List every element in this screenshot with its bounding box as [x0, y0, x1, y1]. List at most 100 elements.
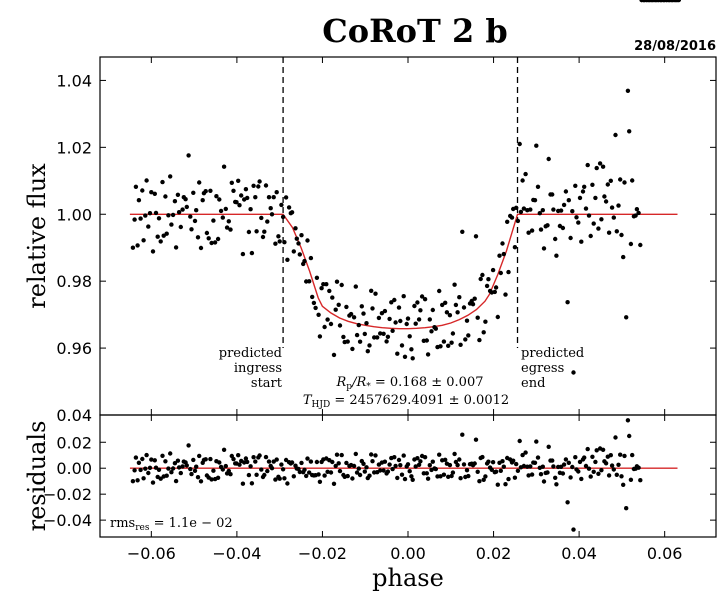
flux-point [183, 197, 188, 202]
flux-point [334, 279, 340, 284]
flux-point [327, 288, 332, 294]
flux-point [384, 339, 389, 344]
residual-point [563, 457, 569, 462]
residual-point [246, 472, 252, 478]
flux-point [130, 245, 136, 250]
flux-point [461, 305, 467, 310]
residual-point [579, 476, 584, 482]
flux-point [586, 213, 592, 218]
flux-point [163, 194, 168, 199]
flux-point [221, 164, 227, 169]
flux-point [322, 324, 327, 330]
residual-point [570, 464, 575, 470]
main-y-tick-label: 0.96 [56, 339, 92, 358]
residual-point [282, 476, 287, 481]
rp-sub: p [346, 382, 352, 392]
residual-point [351, 463, 357, 469]
flux-point [282, 240, 287, 245]
flux-point [486, 277, 491, 282]
residual-point [168, 451, 173, 456]
flux-point [387, 316, 392, 322]
residual-point [546, 444, 551, 449]
residual-point [156, 467, 162, 472]
residual-point [245, 459, 250, 465]
residual-point [395, 475, 400, 481]
flux-point [194, 208, 199, 213]
flux-point [344, 304, 349, 310]
flux-point [262, 229, 267, 234]
residual-point [280, 467, 286, 472]
flux-point [472, 296, 477, 301]
flux-point [603, 199, 609, 204]
residual-point [545, 470, 550, 475]
flux-point [590, 182, 595, 187]
flux-point [373, 291, 378, 296]
residual-point [248, 464, 253, 469]
flux-point [402, 354, 408, 359]
flux-point [188, 214, 193, 219]
flux-point [180, 207, 185, 212]
flux-point [175, 192, 181, 197]
residual-point [560, 471, 566, 476]
flux-point [206, 236, 211, 241]
flux-point [430, 307, 435, 313]
residual-point [164, 473, 169, 478]
flux-point [200, 198, 205, 203]
residual-point [538, 472, 544, 477]
flux-point [209, 240, 214, 246]
residual-point [160, 453, 165, 458]
residual-point [176, 465, 182, 470]
residual-point [362, 469, 367, 474]
residual-point [257, 453, 262, 458]
residual-point [220, 467, 225, 472]
residual-point [208, 456, 213, 462]
flux-point [401, 294, 406, 299]
flux-point [251, 183, 256, 188]
residual-point [413, 464, 418, 469]
residual-point [402, 476, 408, 482]
main-y-tick-label: 1.04 [56, 71, 92, 90]
residual-point [189, 471, 194, 477]
residual-point [345, 473, 350, 479]
flux-point [627, 129, 632, 134]
flux-point [280, 214, 286, 220]
residual-point [322, 473, 327, 478]
flux-point [473, 234, 479, 239]
residual-point [520, 452, 525, 458]
residual-point [608, 453, 613, 458]
flux-point [351, 315, 357, 320]
residual-point [438, 474, 443, 479]
flux-point [285, 257, 290, 262]
flux-point [597, 161, 603, 166]
residual-point [265, 468, 270, 474]
residual-point [130, 479, 136, 484]
flux-point [517, 141, 522, 147]
residual-point [236, 453, 241, 458]
flux-point [245, 195, 250, 201]
flux-point [279, 202, 284, 208]
residual-point [475, 469, 480, 474]
flux-point [376, 315, 382, 321]
residual-point [291, 474, 296, 479]
residual-point [606, 473, 612, 478]
residual-point [540, 464, 545, 469]
residual-point [477, 479, 482, 484]
flux-point [404, 321, 409, 327]
x-tick-label: −0.04 [212, 544, 261, 563]
flux-point [608, 178, 613, 183]
residual-point [603, 461, 609, 466]
flux-point [370, 306, 375, 311]
flux-point [328, 321, 334, 327]
flux-point [419, 294, 425, 299]
residual-point [401, 453, 406, 458]
flux-point [407, 334, 412, 339]
flux-point [424, 338, 429, 343]
residual-point [307, 470, 312, 475]
flux-point [172, 199, 178, 204]
flux-point [223, 206, 228, 212]
flux-point [381, 331, 386, 336]
flux-point [147, 211, 153, 216]
y-axis-label-flux: relative flux [23, 163, 51, 309]
flux-point [305, 238, 310, 243]
flux-point [416, 317, 422, 322]
